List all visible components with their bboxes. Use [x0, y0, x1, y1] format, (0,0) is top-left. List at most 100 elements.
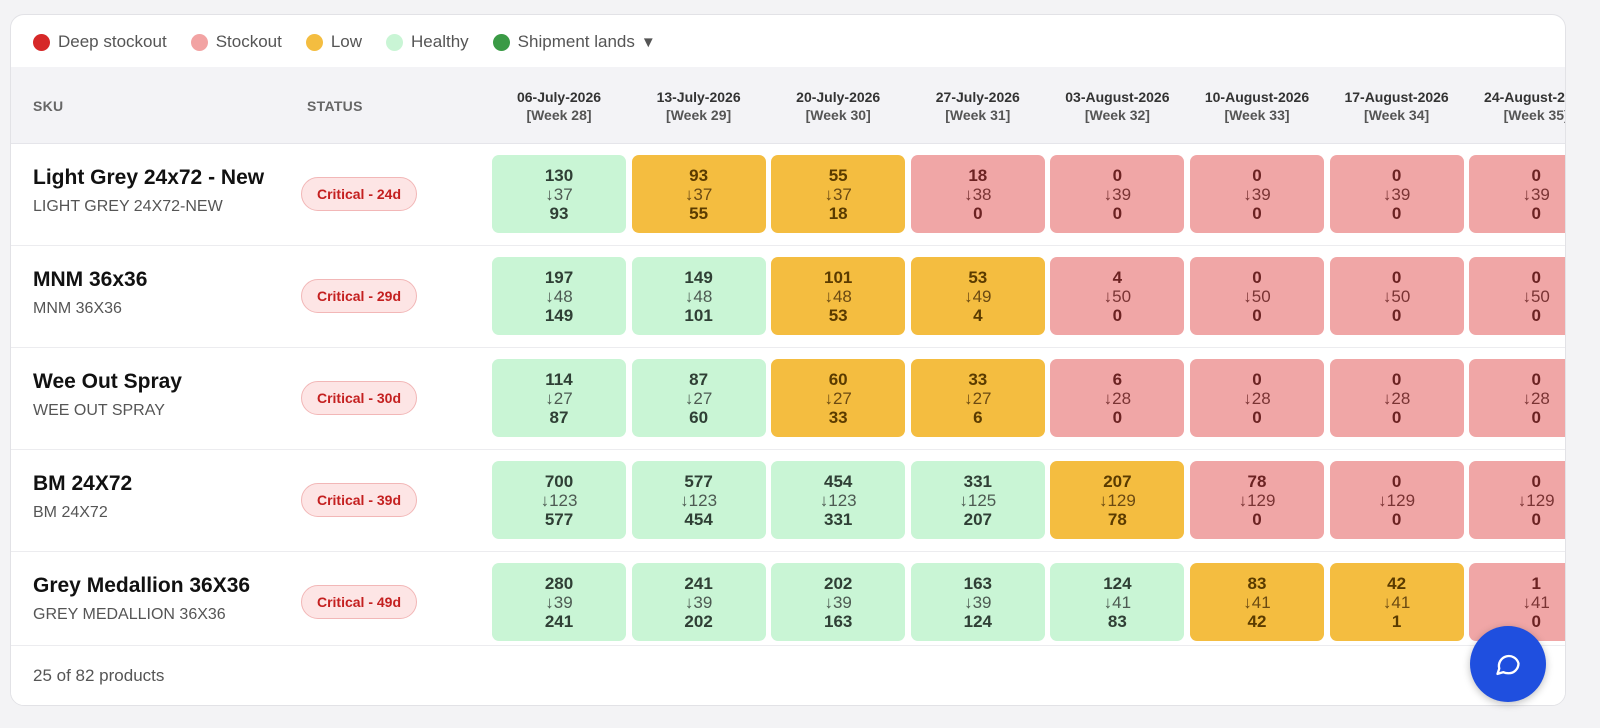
- starting-stock: 577: [684, 471, 713, 491]
- starting-stock: 18: [968, 165, 988, 185]
- forecast-cell-low[interactable]: 42 ↓41 1: [1329, 563, 1464, 641]
- ending-stock: 78: [1107, 509, 1127, 529]
- weekly-usage: ↓39: [1243, 184, 1271, 204]
- ending-stock: 55: [689, 203, 709, 223]
- ending-stock: 163: [824, 611, 853, 631]
- chat-button[interactable]: [1470, 626, 1546, 702]
- forecast-cell-healthy[interactable]: 202 ↓39 163: [771, 563, 906, 641]
- weekly-usage: ↓27: [824, 388, 852, 408]
- forecast-cell-stockout[interactable]: 0 ↓39 0: [1469, 155, 1565, 233]
- forecast-cell-low[interactable]: 33 ↓27 6: [910, 359, 1045, 437]
- sku-title[interactable]: BM 24X72: [33, 472, 133, 495]
- forecast-cell-healthy[interactable]: 197 ↓48 149: [492, 257, 626, 335]
- forecast-cell-healthy[interactable]: 163 ↓39 124: [910, 563, 1045, 641]
- sku-code: BM 24X72: [33, 504, 108, 521]
- ending-stock: 454: [684, 509, 713, 529]
- ending-stock: 0: [1252, 509, 1262, 529]
- forecast-cell-healthy[interactable]: 241 ↓39 202: [631, 563, 766, 641]
- forecast-cell-stockout[interactable]: 0 ↓28 0: [1190, 359, 1324, 437]
- weekly-usage: ↓39: [824, 592, 852, 612]
- forecast-cell-low[interactable]: 101 ↓48 53: [771, 257, 906, 335]
- weekly-usage: ↓48: [824, 286, 852, 306]
- forecast-cell-healthy[interactable]: 331 ↓125 207: [910, 461, 1045, 539]
- forecast-cell-stockout[interactable]: 18 ↓38 0: [910, 155, 1045, 233]
- forecast-cell-stockout[interactable]: 0 ↓28 0: [1329, 359, 1464, 437]
- starting-stock: 130: [544, 165, 574, 185]
- column-header-week: 10-August-2026 [Week 33]: [1190, 67, 1324, 144]
- product-count: 25 of 82 products: [33, 666, 165, 685]
- table-row[interactable]: Wee Out Spray WEE OUT SPRAY Critical - 30d…: [11, 348, 1565, 450]
- forecast-cell-stockout[interactable]: 78 ↓129 0: [1190, 461, 1324, 539]
- forecast-cell-healthy[interactable]: 114 ↓27 87: [492, 359, 626, 437]
- forecast-cell-low[interactable]: 93 ↓37 55: [631, 155, 766, 233]
- forecast-cell-low[interactable]: 53 ↓49 4: [910, 257, 1045, 335]
- sku-title[interactable]: Light Grey 24x72 - New: [33, 166, 265, 189]
- starting-stock: 0: [1391, 369, 1402, 389]
- week-number: [Week 35]: [1503, 106, 1566, 123]
- starting-stock: 124: [1103, 573, 1132, 593]
- low-dot-icon: [305, 33, 323, 51]
- ending-stock: 331: [824, 509, 853, 529]
- forecast-cell-stockout[interactable]: 4 ↓50 0: [1050, 257, 1185, 335]
- forecast-cell-healthy[interactable]: 700 ↓123 577: [492, 461, 626, 539]
- forecast-cell-low[interactable]: 55 ↓37 18: [771, 155, 906, 233]
- forecast-cell-stockout[interactable]: 0 ↓39 0: [1329, 155, 1464, 233]
- week-number: [Week 33]: [1224, 106, 1290, 123]
- week-date: 17-August-2026: [1344, 88, 1449, 105]
- ending-stock: 101: [684, 305, 713, 325]
- weekly-usage: ↓28: [1382, 388, 1411, 408]
- starting-stock: 93: [689, 165, 709, 185]
- forecast-cell-stockout[interactable]: 0 ↓50 0: [1190, 257, 1324, 335]
- weekly-usage: ↓27: [684, 388, 713, 408]
- week-date: 03-August-2026: [1065, 88, 1170, 105]
- forecast-cell-stockout[interactable]: 0 ↓50 0: [1329, 257, 1464, 335]
- forecast-cell-stockout[interactable]: 0 ↓39 0: [1190, 155, 1324, 233]
- starting-stock: 241: [684, 573, 713, 593]
- table-row[interactable]: Grey Medallion 36X36 GREY MEDALLION 36X36…: [11, 552, 1565, 645]
- sku-title[interactable]: MNM 36x36: [33, 268, 148, 291]
- starting-stock: 83: [1247, 573, 1267, 593]
- ending-stock: 87: [549, 407, 569, 427]
- forecast-cell-healthy[interactable]: 130 ↓37 93: [492, 155, 626, 233]
- forecast-cell-healthy[interactable]: 454 ↓123 331: [771, 461, 906, 539]
- stockout-dot-icon: [190, 33, 208, 51]
- forecast-cell-stockout[interactable]: 0 ↓129 0: [1469, 461, 1565, 539]
- legend-shipment-lands: Shipment lands ▼: [492, 32, 656, 52]
- forecast-cell-low[interactable]: 207 ↓129 78: [1050, 461, 1185, 539]
- weekly-usage: ↓41: [1382, 592, 1411, 612]
- sku-title[interactable]: Wee Out Spray: [33, 370, 182, 393]
- weekly-usage: ↓37: [824, 184, 852, 204]
- starting-stock: 42: [1387, 573, 1407, 593]
- table-row[interactable]: Light Grey 24x72 - New LIGHT GREY 24X72-N…: [11, 144, 1565, 246]
- legend-deep-stockout: Deep stockout: [33, 32, 167, 52]
- forecast-cell-stockout[interactable]: 0 ↓39 0: [1050, 155, 1185, 233]
- forecast-cell-healthy[interactable]: 577 ↓123 454: [631, 461, 766, 539]
- column-header-sku[interactable]: SKU: [33, 97, 64, 114]
- week-date: 06-July-2026: [516, 88, 602, 105]
- ending-stock: 0: [1252, 203, 1262, 223]
- week-number: [Week 31]: [945, 106, 1011, 123]
- forecast-cell-healthy[interactable]: 87 ↓27 60: [631, 359, 766, 437]
- forecast-cell-stockout[interactable]: 0 ↓129 0: [1329, 461, 1464, 539]
- ending-stock: 53: [828, 305, 848, 325]
- table-row[interactable]: BM 24X72 BM 24X72 Critical - 39d 700 ↓123 577…: [11, 450, 1565, 552]
- weekly-usage: ↓48: [684, 286, 713, 306]
- forecast-grid[interactable]: SKU STATUS 06-July-2026 [Week 28] 13-July-…: [11, 67, 1566, 645]
- forecast-cell-stockout[interactable]: 0 ↓28 0: [1469, 359, 1565, 437]
- ending-stock: 0: [1391, 305, 1402, 325]
- forecast-cell-healthy[interactable]: 280 ↓39 241: [492, 563, 626, 641]
- table-row[interactable]: MNM 36x36 MNM 36X36 Critical - 29d 197 ↓48 14…: [11, 246, 1565, 348]
- forecast-cell-stockout[interactable]: 0 ↓50 0: [1469, 257, 1565, 335]
- starting-stock: 0: [1531, 267, 1541, 287]
- ending-stock: 0: [1531, 509, 1541, 529]
- week-number: [Week 30]: [805, 106, 871, 123]
- forecast-cell-healthy[interactable]: 149 ↓48 101: [631, 257, 766, 335]
- forecast-cell-stockout[interactable]: 6 ↓28 0: [1050, 359, 1185, 437]
- starting-stock: 53: [968, 267, 988, 287]
- forecast-cell-healthy[interactable]: 124 ↓41 83: [1050, 563, 1185, 641]
- forecast-cell-low[interactable]: 83 ↓41 42: [1190, 563, 1324, 641]
- sku-title[interactable]: Grey Medallion 36X36: [33, 574, 251, 597]
- forecast-cell-low[interactable]: 60 ↓27 33: [771, 359, 906, 437]
- week-date: 24-August-2026: [1484, 88, 1565, 105]
- column-header-status[interactable]: STATUS: [307, 97, 363, 114]
